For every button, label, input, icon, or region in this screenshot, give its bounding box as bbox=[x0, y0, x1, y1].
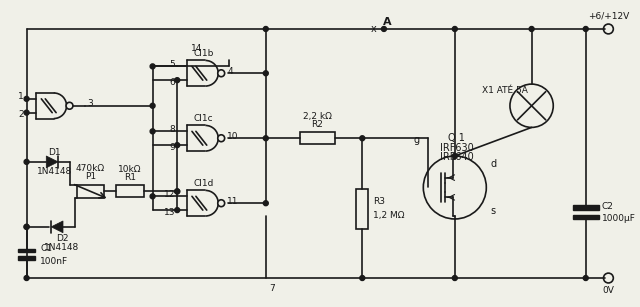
Circle shape bbox=[24, 159, 29, 164]
Text: 1000μF: 1000μF bbox=[602, 215, 636, 223]
Circle shape bbox=[604, 273, 613, 283]
Circle shape bbox=[452, 276, 458, 281]
Text: R1: R1 bbox=[124, 173, 136, 182]
Text: 14: 14 bbox=[191, 44, 203, 53]
Circle shape bbox=[175, 208, 180, 212]
Text: C2: C2 bbox=[602, 202, 613, 211]
Text: 4: 4 bbox=[227, 67, 233, 76]
Polygon shape bbox=[51, 221, 63, 233]
Text: 100nF: 100nF bbox=[40, 257, 68, 266]
Text: R2: R2 bbox=[312, 120, 323, 129]
Text: D1: D1 bbox=[48, 148, 60, 157]
Circle shape bbox=[175, 189, 180, 194]
Circle shape bbox=[360, 136, 365, 141]
Text: 5: 5 bbox=[170, 60, 175, 69]
Text: s: s bbox=[490, 206, 495, 216]
Circle shape bbox=[175, 143, 180, 148]
Text: 10: 10 bbox=[227, 132, 239, 141]
Circle shape bbox=[66, 102, 73, 109]
Text: IRF630: IRF630 bbox=[440, 143, 474, 153]
Text: 9: 9 bbox=[170, 142, 175, 152]
Text: D2: D2 bbox=[56, 234, 68, 243]
Text: 7: 7 bbox=[269, 284, 275, 293]
Bar bbox=[77, 185, 104, 198]
Bar bbox=[356, 189, 368, 229]
Circle shape bbox=[452, 26, 458, 31]
Text: 13: 13 bbox=[164, 208, 175, 216]
Circle shape bbox=[263, 136, 268, 141]
Text: CI1d: CI1d bbox=[193, 179, 214, 188]
Text: CI1b: CI1b bbox=[193, 49, 214, 58]
Bar bbox=[116, 185, 144, 197]
Circle shape bbox=[510, 84, 553, 127]
Text: +6/+12V: +6/+12V bbox=[588, 12, 629, 21]
Text: C1: C1 bbox=[40, 244, 52, 253]
Circle shape bbox=[24, 110, 29, 115]
Text: 8: 8 bbox=[170, 125, 175, 134]
Text: 1: 1 bbox=[18, 92, 24, 101]
Text: Q 1: Q 1 bbox=[449, 133, 465, 143]
Circle shape bbox=[452, 154, 458, 158]
Circle shape bbox=[529, 26, 534, 31]
Text: X1 ATÉ 5A: X1 ATÉ 5A bbox=[483, 86, 528, 95]
Text: IRF640: IRF640 bbox=[440, 152, 474, 162]
Text: 3: 3 bbox=[87, 99, 93, 108]
Bar bbox=[18, 256, 35, 260]
Circle shape bbox=[583, 276, 588, 281]
Bar bbox=[573, 215, 598, 220]
Bar bbox=[300, 132, 335, 144]
Circle shape bbox=[263, 71, 268, 76]
Text: CI1c: CI1c bbox=[194, 114, 214, 123]
Text: 1,2 MΩ: 1,2 MΩ bbox=[373, 211, 404, 220]
Circle shape bbox=[175, 189, 180, 194]
Circle shape bbox=[150, 129, 155, 134]
Bar bbox=[18, 248, 35, 252]
Text: 10kΩ: 10kΩ bbox=[118, 165, 141, 174]
Text: A: A bbox=[383, 17, 391, 27]
Text: 12: 12 bbox=[164, 190, 175, 199]
Bar bbox=[573, 205, 598, 210]
Text: 2: 2 bbox=[18, 110, 24, 119]
Text: 470kΩ: 470kΩ bbox=[76, 164, 105, 173]
Text: x: x bbox=[370, 24, 376, 34]
Circle shape bbox=[583, 26, 588, 31]
Circle shape bbox=[263, 201, 268, 206]
Circle shape bbox=[218, 70, 225, 77]
Text: 1N4148: 1N4148 bbox=[44, 243, 79, 252]
Circle shape bbox=[218, 135, 225, 142]
Circle shape bbox=[423, 156, 486, 219]
Polygon shape bbox=[46, 156, 58, 168]
Circle shape bbox=[218, 200, 225, 207]
Text: 0V: 0V bbox=[602, 286, 614, 295]
Circle shape bbox=[360, 276, 365, 281]
Circle shape bbox=[604, 24, 613, 34]
Circle shape bbox=[150, 64, 155, 69]
Text: R3: R3 bbox=[373, 197, 385, 206]
Circle shape bbox=[150, 194, 155, 199]
Text: 1N4148: 1N4148 bbox=[36, 167, 72, 176]
Circle shape bbox=[24, 224, 29, 229]
Circle shape bbox=[24, 276, 29, 281]
Circle shape bbox=[24, 224, 29, 229]
Circle shape bbox=[263, 26, 268, 31]
Text: P1: P1 bbox=[85, 172, 96, 181]
Circle shape bbox=[24, 96, 29, 101]
Text: 11: 11 bbox=[227, 197, 239, 206]
Circle shape bbox=[175, 78, 180, 83]
Circle shape bbox=[150, 103, 155, 108]
Text: 6: 6 bbox=[170, 78, 175, 87]
Text: d: d bbox=[490, 159, 497, 169]
Text: 2,2 kΩ: 2,2 kΩ bbox=[303, 112, 332, 121]
Text: g: g bbox=[413, 135, 419, 145]
Circle shape bbox=[381, 26, 387, 31]
